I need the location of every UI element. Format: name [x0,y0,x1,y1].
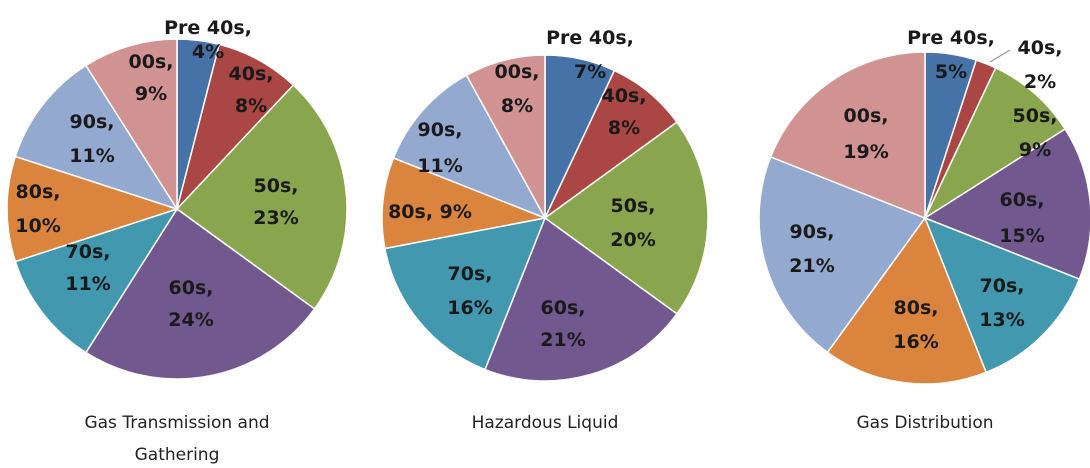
slice-data-label: 8% [501,95,533,117]
slice-data-label: Pre 40s, [907,27,995,49]
pie-chart-2: Pre 40s, 7%40s, 8% 50s, 20% 60s, 21% 70s, 16% 80s… [381,27,709,433]
slice-data-label: 21% [540,329,585,351]
slice-data-label: 9% [1019,139,1051,161]
slice-data-label: 60s, [541,297,586,319]
slice-data-label: 11% [65,273,110,295]
slice-data-label: 70s, [448,263,493,285]
slice-data-label: 2% [1024,71,1056,93]
pie-slice-80s [826,216,988,385]
pie-slice-80s [6,155,180,263]
slice-data-label: 40s, [1018,37,1063,59]
pie-slice-70s [923,216,1081,374]
slice-data-label: 50s, [254,175,299,197]
pie-title: Hazardous Liquid [472,413,619,433]
slice-data-label: 50s, [1013,105,1058,127]
pie-slice-60s [484,216,678,382]
slice-data-label: 80s, 9% [388,201,472,223]
slice-data-label: Pre 40s, [546,27,634,49]
pie-slice-50s [923,66,1067,221]
slice-data-label: 10% [15,215,60,237]
slice-data-label: 50s, [611,195,656,217]
slice-data-label: 11% [417,155,462,177]
pie-slice-80s [381,157,548,250]
slice-data-label: 40s, [602,85,647,107]
slice-data-label: 21% [789,255,834,277]
leader-line [989,49,1011,63]
slice-data-label: 00s, [129,51,174,73]
slice-data-label: 70s, [980,275,1025,297]
pie-title: Gas Distribution [856,413,993,433]
slice-data-label: 90s, [790,221,835,243]
slice-data-label: 7% [574,61,606,83]
slice-data-label: 00s, [844,105,889,127]
pie-slice-90s [392,74,547,220]
pie-slice-50s [175,84,348,310]
slice-data-label: 19% [843,141,888,163]
slice-data-label: 40s, [229,63,274,85]
pie-title: Gathering [135,445,220,465]
pie-title: Gas Transmission and [84,413,269,433]
slice-data-label: 70s, [66,241,111,263]
pie-slice-00s [84,38,178,212]
slice-data-label: 60s, [169,277,214,299]
slice-data-label: Pre 40s, [164,17,252,39]
pie-slice-90s [758,155,927,354]
pie-slice-70s [384,217,547,371]
slice-data-label: 24% [168,309,213,331]
slice-data-label: 15% [999,225,1044,247]
slice-data-label: 90s, [70,111,115,133]
slice-data-label: 60s, [1000,189,1045,211]
pie-slice-90s [14,64,179,211]
pie-slice-50s [543,121,709,315]
pie-slice-60s [84,207,316,380]
pie-slice-70s [14,207,179,354]
slice-data-label: 16% [893,331,938,353]
slice-data-label: 00s, [495,61,540,83]
slice-data-label: 8% [608,117,640,139]
pie-chart-3: Pre 40s, 5% 40s, 2% 50s, 9% 60s, 15% 70s, 13% 80s,… [758,27,1090,433]
slice-data-label: 11% [69,145,114,167]
pie-slice-00s [465,54,546,219]
slice-data-label: 16% [447,297,492,319]
slice-data-label: 4% [192,41,224,63]
slice-data-label: 8% [235,95,267,117]
slice-data-label: 20% [610,229,655,251]
slice-data-label: 13% [979,309,1024,331]
slice-data-label: 90s, [418,119,463,141]
slice-data-label: 5% [935,61,967,83]
pie-chart-1: Pre 40s,4%40s, 8% 50s, 23% 60s, 24% 70s, 11% 80s… [6,17,348,465]
slice-data-label: 80s, [16,181,61,203]
slice-data-label: 23% [253,207,298,229]
pie-slice-00s [769,51,926,220]
pie-slice-60s [923,128,1090,281]
slice-data-label: 9% [135,83,167,105]
slice-data-label: 80s, [894,297,939,319]
